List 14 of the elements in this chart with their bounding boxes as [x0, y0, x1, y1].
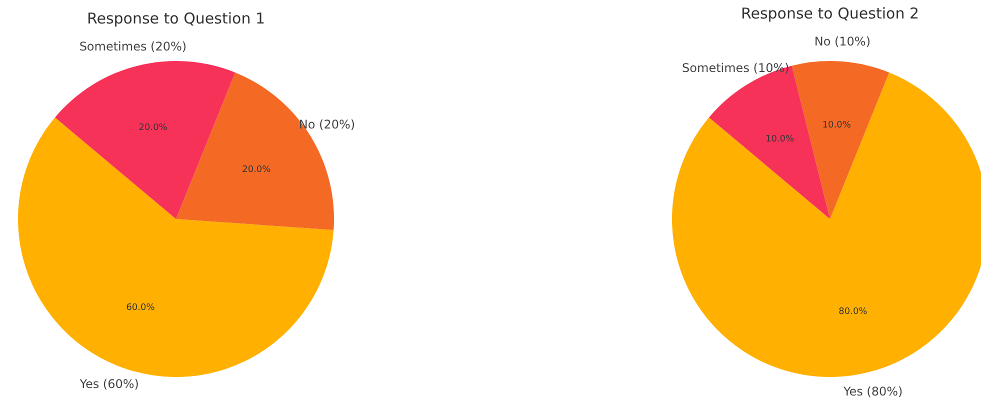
data-label: 10.0% — [822, 120, 852, 130]
chart-title: Response to Question 2 — [740, 4, 920, 22]
chart-title: Response to Question 1 — [86, 9, 266, 28]
slice-label: Sometimes (20%) — [79, 39, 187, 54]
data-label: 60.0% — [126, 302, 156, 313]
pie-slice — [54, 61, 236, 219]
slice-label: No (10%) — [814, 34, 871, 48]
data-label: 20.0% — [138, 123, 168, 134]
data-label: 10.0% — [765, 134, 795, 145]
data-label: 80.0% — [838, 306, 868, 317]
data-label: 20.0% — [242, 164, 272, 175]
slice-label: Yes (80%) — [842, 384, 903, 399]
slice-label: Yes (60%) — [78, 377, 139, 392]
slice-label: Sometimes (10%) — [682, 61, 790, 76]
